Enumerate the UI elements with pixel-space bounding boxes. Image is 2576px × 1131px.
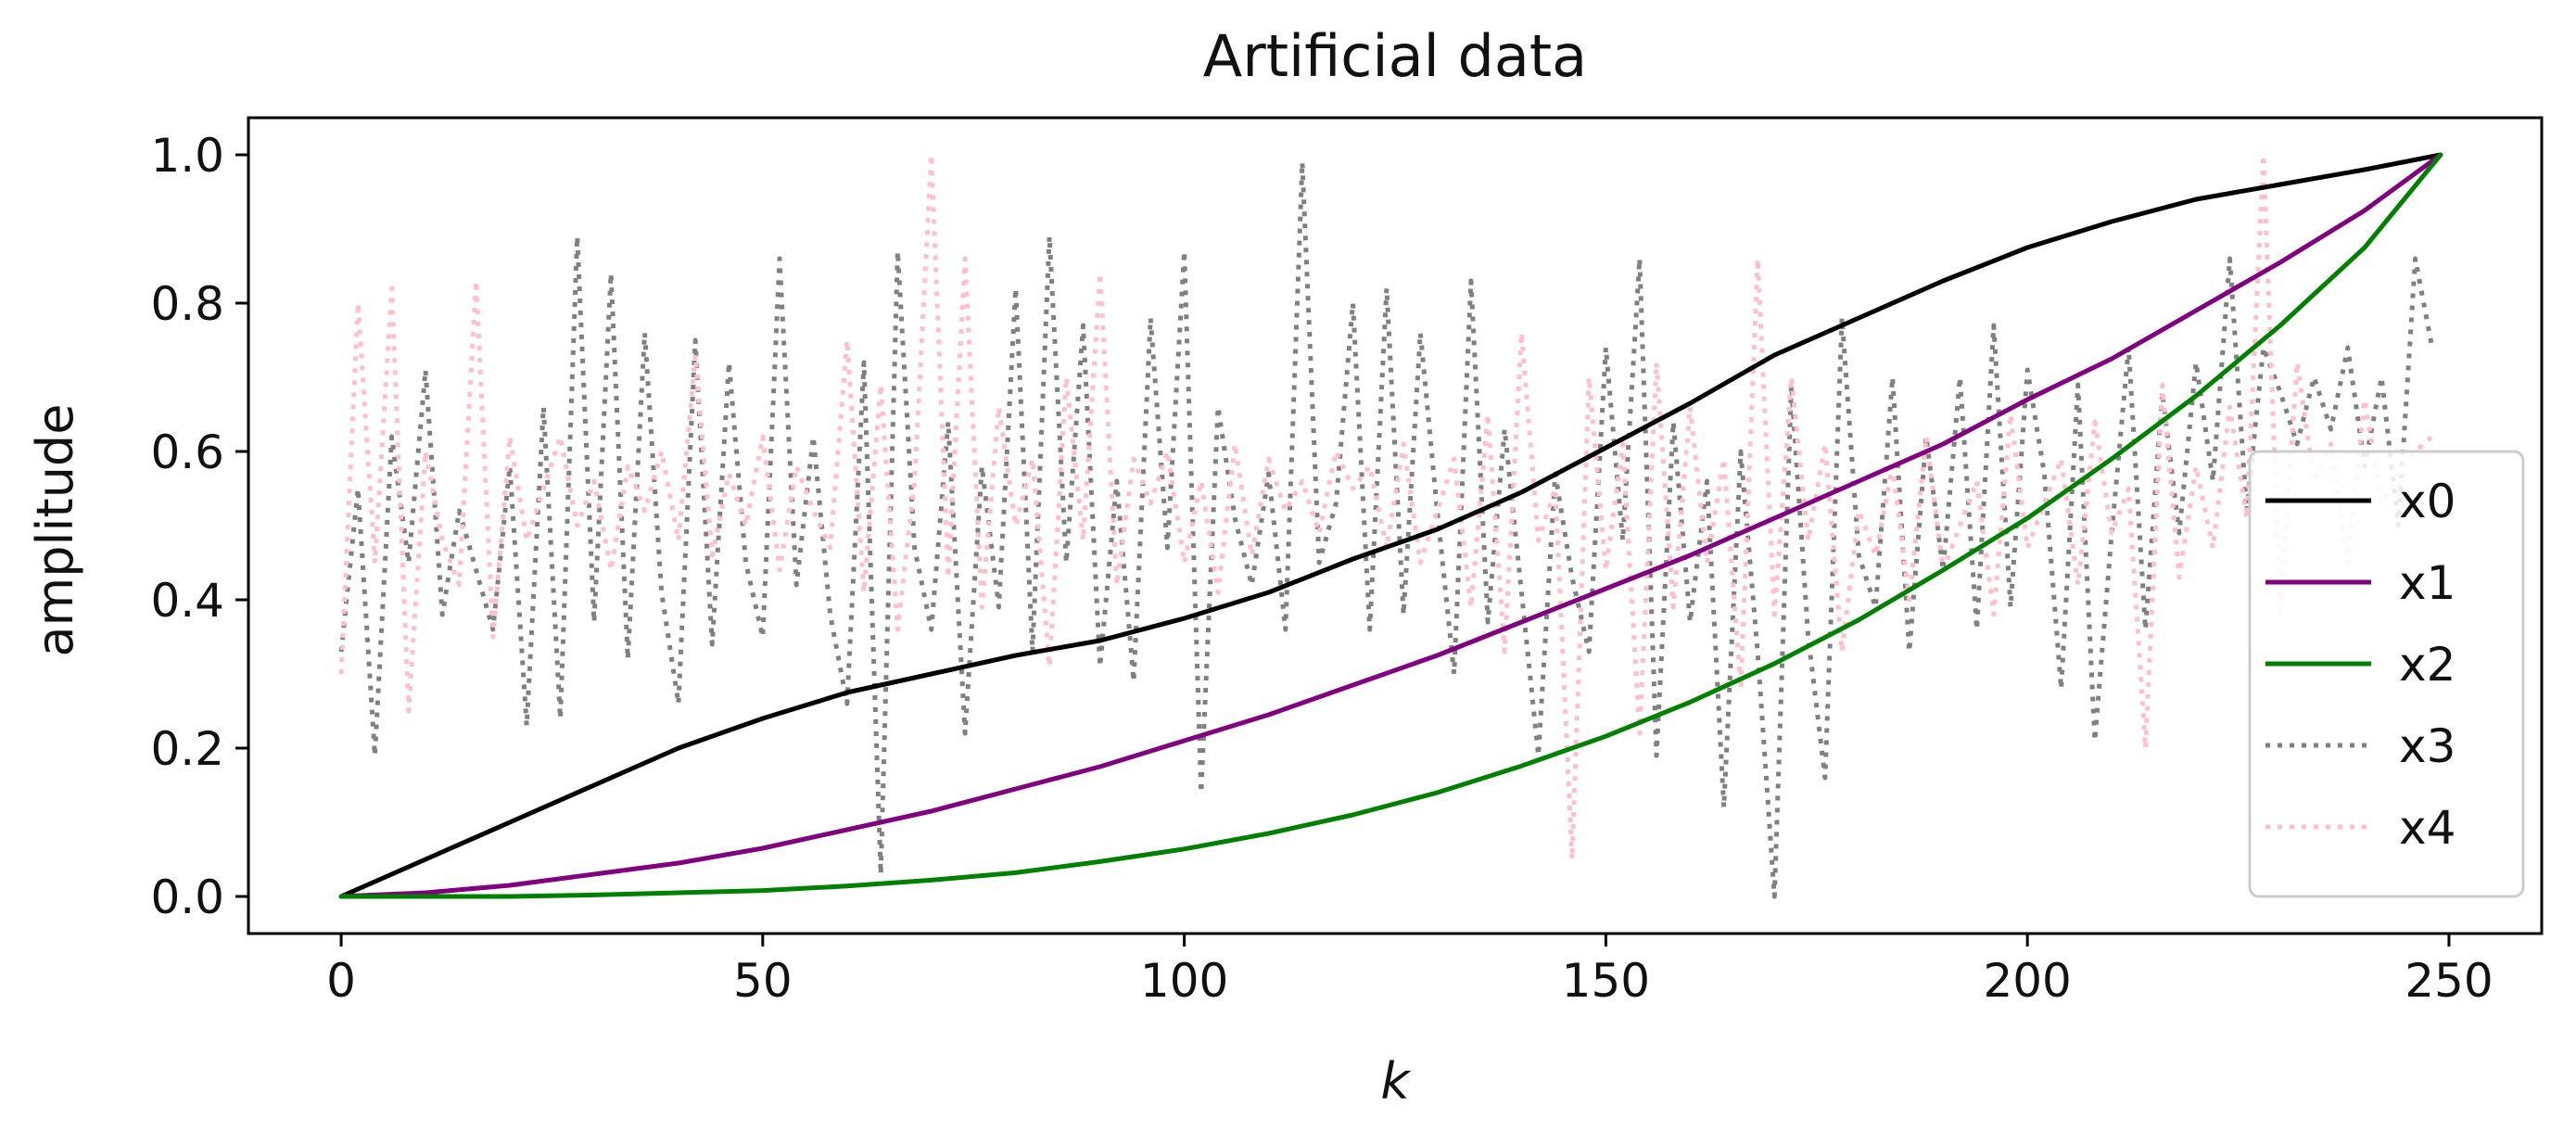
plot-frame (247, 116, 2544, 935)
series-line-x0 (338, 152, 2443, 899)
y-tick-label: 0.6 (150, 426, 224, 479)
series-layer (338, 152, 2443, 899)
legend-box (2248, 450, 2525, 898)
x-tick-label: 0 (326, 954, 356, 1008)
x-tick-label: 250 (2405, 954, 2493, 1008)
series-line-x4 (338, 152, 2434, 862)
series-line-x2 (338, 152, 2443, 899)
x-tick-label: 100 (1140, 954, 1228, 1008)
y-axis-label: amplitude (26, 404, 84, 657)
chart-title: Artificial data (1203, 22, 1587, 90)
y-tick-label: 1.0 (150, 129, 224, 183)
legend-label-x0: x0 (2399, 475, 2455, 528)
y-tick-label: 0.0 (150, 870, 224, 924)
y-tick-label: 0.2 (150, 722, 224, 776)
legend: x0 x1 x2 x3 x4 (2248, 450, 2525, 898)
legend-label-x3: x3 (2399, 719, 2455, 773)
y-tick-label: 0.8 (150, 277, 224, 331)
x-axis-label: k (1380, 1052, 1412, 1111)
series-line-x1 (338, 152, 2443, 899)
x-tick-label: 50 (733, 954, 793, 1008)
legend-label-x4: x4 (2399, 801, 2455, 855)
x-tick-label: 200 (1983, 954, 2071, 1008)
y-axis-label-group: amplitude (26, 404, 84, 657)
legend-label-x2: x2 (2399, 638, 2455, 692)
series-line-x3 (338, 159, 2435, 899)
ticks-layer: 0 50 100 150 200 250 0.0 0.2 0.4 0.6 0.8 1.0 (150, 129, 2493, 1008)
legend-label-x1: x1 (2399, 556, 2455, 610)
y-tick-label: 0.4 (150, 574, 224, 628)
x-tick-label: 150 (1562, 954, 1650, 1008)
